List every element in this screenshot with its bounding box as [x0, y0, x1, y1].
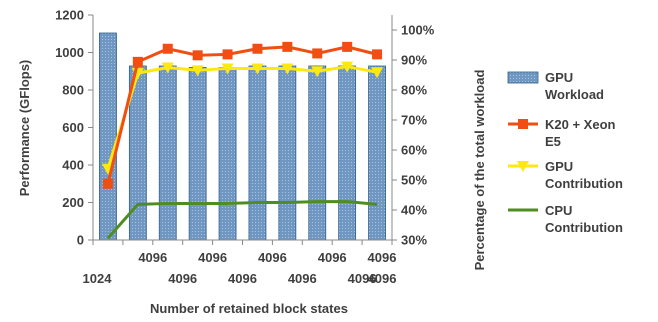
y-tick-label: 0: [77, 233, 84, 248]
bar-gpu-workload: [338, 65, 357, 241]
marker-k20-xeon: [252, 43, 263, 54]
legend-marker-gpu-contribution: [517, 161, 529, 172]
x-tick-label: 4096: [168, 271, 197, 286]
y2-tick-label: 60%: [401, 143, 427, 158]
y2-tick-label: 70%: [401, 113, 427, 128]
line-series-1: [106, 45, 378, 185]
marker-gpu-contribution: [311, 66, 324, 78]
marker-gpu-contribution: [281, 63, 294, 75]
x-tick-label: 1024: [83, 271, 113, 286]
legend-swatch-gpu-workload: [507, 71, 539, 84]
x-tick-label: 4096: [288, 271, 317, 286]
marker-k20-xeon: [132, 56, 143, 67]
x-axis-label: Number of retained block states: [150, 301, 348, 316]
bar-gpu-workload: [188, 67, 207, 241]
bar-gpu-workload: [308, 65, 327, 241]
marker-gpu-contribution: [251, 63, 264, 75]
legend-label-gpu-workload: GPU Workload: [545, 70, 604, 102]
x-tick-label: 4096: [258, 250, 287, 265]
bar-gpu-workload: [248, 65, 267, 241]
legend-label-gpu-contribution: GPU Contribution: [545, 159, 623, 191]
marker-k20-xeon: [162, 43, 173, 54]
line-series-2: [106, 65, 378, 170]
y-tick-label: 1000: [55, 45, 84, 60]
y2-tick-label: 50%: [401, 173, 427, 188]
x-tick-label: 4096: [368, 271, 397, 286]
y-axis-label: Performance (GFlops): [17, 60, 32, 197]
legend: GPU Workload K20 + Xeon E5 GPU Contribution CP…: [507, 70, 623, 235]
bar-gpu-workload: [368, 65, 386, 241]
x-tick-label: 4096: [228, 271, 257, 286]
bar-gpu-workload: [158, 65, 177, 241]
marker-gpu-contribution: [221, 63, 234, 75]
marker-k20-xeon: [102, 178, 113, 189]
y-tick-label: 400: [62, 158, 84, 173]
marker-k20-xeon: [312, 48, 323, 59]
legend-label-cpu-contribution: CPU Contribution: [545, 203, 623, 235]
y-tick-label: 1200: [55, 8, 84, 23]
x-tick-label: 4096: [198, 250, 227, 265]
bar-gpu-workload: [99, 32, 117, 241]
marker-k20-xeon: [222, 49, 233, 60]
plot-area: 0 200 400 600 800 1000 1200 30% 40% 50% 60% 70% 80% 9…: [55, 8, 435, 287]
bar-gpu-workload: [218, 67, 237, 241]
line-series-3: [106, 200, 378, 240]
x-tick-label: 4096: [318, 250, 347, 265]
y2-tick-label: 90%: [401, 53, 427, 68]
marker-k20-xeon: [342, 41, 353, 52]
x-tick-label: 4096: [368, 250, 397, 265]
y2-tick-label: 100%: [401, 23, 435, 38]
marker-k20-xeon: [192, 50, 203, 61]
y2-tick-label: 80%: [401, 83, 427, 98]
y-tick-label: 800: [62, 83, 84, 98]
y-tick-label: 600: [62, 120, 84, 135]
marker-gpu-contribution: [371, 67, 384, 79]
marker-k20-xeon: [372, 49, 383, 60]
bar-gpu-workload: [278, 65, 297, 241]
x-tick-label: 4096: [348, 271, 377, 286]
legend-label-k20-xeon: K20 + Xeon E5: [545, 117, 616, 149]
y2-tick-label: 40%: [401, 203, 427, 218]
marker-gpu-contribution: [161, 62, 174, 74]
legend-marker-k20-xeon: [518, 119, 528, 129]
y2-tick-label: 30%: [401, 233, 427, 248]
marker-gpu-contribution: [191, 65, 204, 77]
x-tick-label: 4096: [138, 250, 167, 265]
marker-k20-xeon: [282, 41, 293, 52]
y2-axis-label: Percentage of the total workload: [472, 70, 487, 271]
marker-gpu-contribution: [341, 61, 354, 73]
y-tick-label: 200: [62, 195, 84, 210]
